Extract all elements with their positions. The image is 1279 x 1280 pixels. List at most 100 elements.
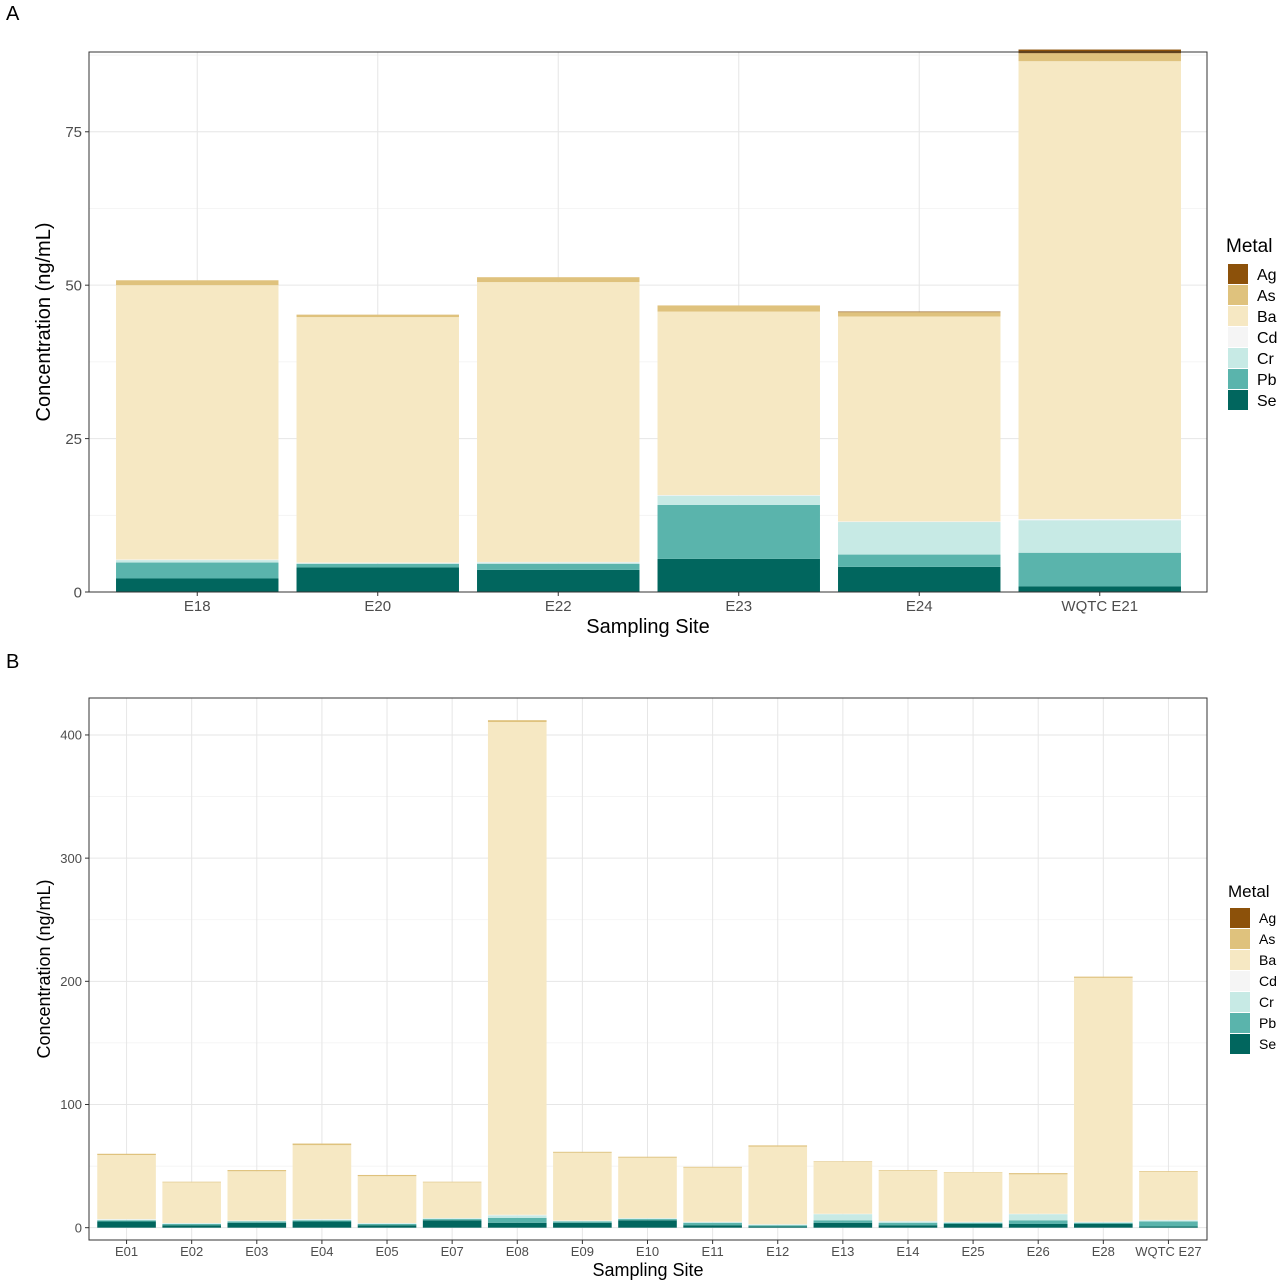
legend-key-ba <box>1230 950 1250 970</box>
x-tick-label: E12 <box>766 1244 789 1259</box>
bar-segment-as <box>1074 976 1133 978</box>
legend-key-cd <box>1228 327 1248 347</box>
bar-segment-se <box>657 558 820 592</box>
bar-segment-as <box>813 1161 873 1163</box>
bar-segment-pb <box>97 1220 156 1222</box>
bar-segment-se <box>1018 586 1181 592</box>
bar-segment-ba <box>1074 977 1133 1222</box>
bar-segment-cr <box>357 1223 417 1224</box>
bar-segment-as <box>748 1145 808 1147</box>
bar-segment-pb <box>227 1221 287 1223</box>
bar-segment-as <box>618 1156 677 1158</box>
bar-segment-cr <box>943 1222 1003 1223</box>
bar-segment-pb <box>813 1220 873 1223</box>
x-tick-label: E02 <box>180 1244 203 1259</box>
bar-segment-pb <box>878 1222 938 1226</box>
legend-label: As <box>1259 931 1275 947</box>
bar-segment-cr <box>292 1219 352 1221</box>
bar-segment-as <box>227 1170 287 1172</box>
legend-key-cd <box>1230 971 1250 991</box>
bar-segment-ba <box>227 1171 287 1221</box>
legend-label: As <box>1257 288 1276 305</box>
legend-label: Cr <box>1257 351 1275 368</box>
x-axis-title: Sampling Site <box>592 1260 703 1280</box>
bar-segment-se <box>357 1225 417 1228</box>
bar-segment-cr <box>683 1222 742 1223</box>
legend-label: Ag <box>1257 267 1277 284</box>
plot-border <box>88 51 1208 593</box>
bar-segment-ba <box>553 1152 612 1221</box>
x-tick-label: E07 <box>441 1244 464 1259</box>
bar-segment-cr <box>477 562 640 564</box>
bar-segment-cr <box>97 1219 156 1221</box>
panel-label: A <box>6 3 20 25</box>
x-tick-label: E26 <box>1027 1244 1050 1259</box>
legend-key-as <box>1230 929 1250 949</box>
x-tick-label: E24 <box>906 598 933 615</box>
bar-segment-ba <box>1139 1171 1198 1220</box>
x-tick-label: E18 <box>184 598 211 615</box>
bar-segment-as <box>296 314 459 318</box>
bar-segment-se <box>422 1220 482 1228</box>
bar-segment-ba <box>477 282 640 562</box>
bar-segment-ba <box>357 1176 417 1224</box>
bar-segment-pb <box>838 554 1001 567</box>
bar-segment-se <box>116 578 279 592</box>
panel-a: A 0 25 50 75 E18 E20 E22 E23 E24 WQTC E21 Sampling … <box>6 3 1277 638</box>
x-tick-label: WQTC E27 <box>1135 1244 1201 1259</box>
bar-segment-as <box>487 720 547 723</box>
y-tick-label: 400 <box>60 728 82 743</box>
bar-segment-pb <box>162 1223 221 1226</box>
bar-segment-se <box>813 1222 873 1228</box>
x-tick-label: E04 <box>310 1244 333 1259</box>
legend-label: Pb <box>1257 372 1277 389</box>
bar-segment-cd <box>477 561 640 563</box>
y-axis-title: Concentration (ng/mL) <box>34 879 54 1058</box>
bar-segment-cr <box>162 1223 221 1224</box>
bar-segment-cr <box>657 495 820 505</box>
bar-segment-as <box>1008 1173 1068 1175</box>
bar-segment-se <box>943 1223 1003 1228</box>
bar-segment-as <box>477 277 640 283</box>
bar-segment-ba <box>97 1155 156 1220</box>
x-tick-label: E14 <box>896 1244 919 1259</box>
bar-segment-pb <box>748 1225 808 1227</box>
legend-key-cr <box>1230 992 1250 1012</box>
bar-segment-cd <box>116 559 279 561</box>
x-tick-label: E03 <box>245 1244 268 1259</box>
bar-segment-cd <box>296 562 459 564</box>
bar-segment-se <box>683 1225 742 1228</box>
legend-label: Ag <box>1259 910 1276 926</box>
legend-title: Metal <box>1228 882 1270 901</box>
bar-segment-se <box>618 1220 677 1228</box>
x-tick-label: E05 <box>375 1244 398 1259</box>
legend-key-pb <box>1228 369 1248 389</box>
bar-segment-as <box>683 1166 742 1168</box>
bar-segment-as <box>553 1151 612 1153</box>
bar-segment-pb <box>683 1222 742 1226</box>
bar-segment-as <box>1139 1171 1198 1172</box>
legend-label: Pb <box>1259 1015 1276 1031</box>
bar-segment-pb <box>657 504 820 559</box>
bar-segment-pb <box>477 563 640 570</box>
legend-label: Ba <box>1257 309 1277 326</box>
bar-segment-ag <box>838 311 1001 313</box>
legend-key-cr <box>1228 348 1248 368</box>
bar-segment-ba <box>487 722 547 1215</box>
bar-segment-as <box>97 1153 156 1156</box>
bar-segment-cr <box>748 1224 808 1226</box>
legend-key-pb <box>1230 1013 1250 1033</box>
y-tick-label: 300 <box>60 851 82 866</box>
x-tick-label: E20 <box>364 598 391 615</box>
bar-segment-cr <box>227 1220 287 1222</box>
bar-segment-cr <box>116 560 279 563</box>
bar-segment-se <box>162 1225 221 1228</box>
x-tick-label: E01 <box>115 1244 138 1259</box>
bar-segment-cr <box>422 1218 482 1220</box>
bar-segment-pb <box>296 563 459 568</box>
x-tick-label: WQTC E21 <box>1061 598 1138 615</box>
x-tick-label: E28 <box>1092 1244 1115 1259</box>
y-tick-label: 75 <box>65 124 82 141</box>
legend-title: Metal <box>1226 236 1272 257</box>
